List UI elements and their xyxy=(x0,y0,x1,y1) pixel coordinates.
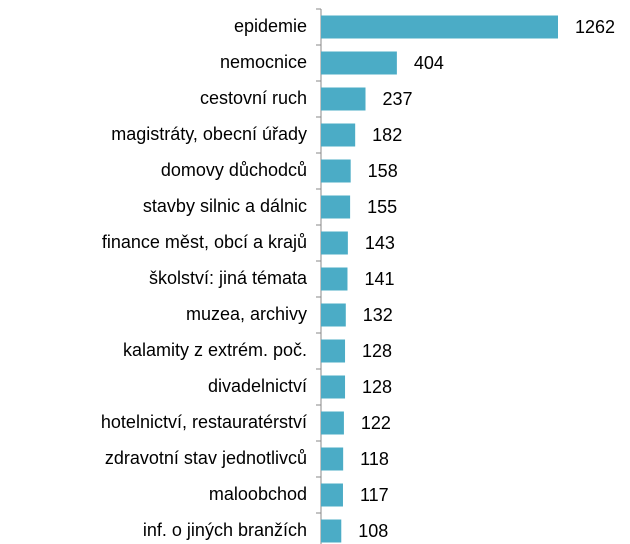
bar xyxy=(321,51,397,75)
y-tick-label: finance měst, obcí a krajů xyxy=(102,232,307,252)
data-label: 143 xyxy=(365,233,395,253)
data-label: 237 xyxy=(383,89,413,109)
data-label: 158 xyxy=(368,161,398,181)
bar xyxy=(321,519,342,543)
y-tick-label: nemocnice xyxy=(220,52,307,72)
y-tick-label: školství: jiná témata xyxy=(149,268,308,288)
bar xyxy=(321,159,351,183)
bar xyxy=(321,195,351,219)
data-label: 108 xyxy=(358,521,388,541)
bar xyxy=(321,303,346,327)
data-label: 182 xyxy=(372,125,402,145)
y-tick-label: epidemie xyxy=(234,16,307,36)
data-label: 1262 xyxy=(575,17,615,37)
bar xyxy=(321,411,344,435)
data-label: 118 xyxy=(360,449,389,469)
y-tick-label: divadelnictví xyxy=(208,376,307,396)
y-tick-label: stavby silnic a dálnic xyxy=(143,196,307,216)
bar xyxy=(321,15,558,39)
data-label: 128 xyxy=(362,341,392,361)
y-tick-label: magistráty, obecní úřady xyxy=(111,124,307,144)
bar xyxy=(321,231,348,255)
y-tick-label: muzea, archivy xyxy=(186,304,307,324)
data-label: 128 xyxy=(362,377,392,397)
bar xyxy=(321,447,344,471)
bar xyxy=(321,375,346,399)
data-label: 404 xyxy=(414,53,444,73)
data-label: 141 xyxy=(364,269,394,289)
bar xyxy=(321,483,343,507)
data-label: 117 xyxy=(360,485,389,505)
y-tick-label: hotelnictví, restauratérství xyxy=(101,412,307,432)
bar xyxy=(321,87,366,111)
data-label: 155 xyxy=(367,197,397,217)
y-tick-label: zdravotní stav jednotlivců xyxy=(105,448,307,468)
y-tick-label: kalamity z extrém. poč. xyxy=(123,340,307,360)
bar xyxy=(321,339,346,363)
y-tick-label: domovy důchodců xyxy=(161,160,307,180)
y-tick-label: inf. o jiných branžích xyxy=(143,520,307,540)
y-tick-label: maloobchod xyxy=(209,484,307,504)
data-label: 132 xyxy=(363,305,393,325)
bar xyxy=(321,123,356,147)
y-tick-label: cestovní ruch xyxy=(200,88,307,108)
bar xyxy=(321,267,348,291)
data-label: 122 xyxy=(361,413,391,433)
